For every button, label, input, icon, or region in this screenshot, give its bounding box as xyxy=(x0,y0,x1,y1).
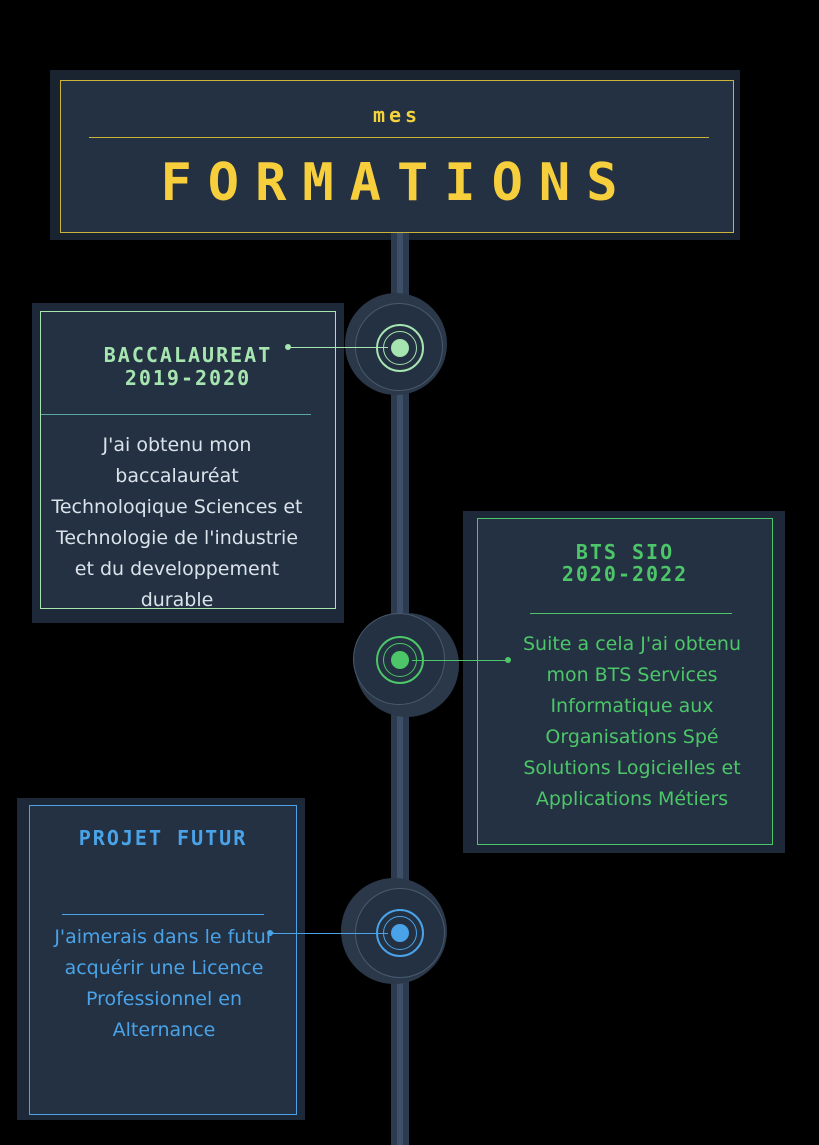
entry-description: J'aimerais dans le futur acquérir une Li… xyxy=(54,926,274,1041)
header-panel: mes FORMATIONS xyxy=(60,80,734,233)
connector-line xyxy=(412,660,508,661)
connector-line xyxy=(270,933,388,934)
entry-description: Suite a cela J'ai obtenu mon BTS Service… xyxy=(522,633,742,810)
entry-title: BTS SIO xyxy=(575,540,675,564)
entry-years: 2019-2020 xyxy=(124,366,252,390)
entry-title: PROJET FUTUR xyxy=(78,826,248,850)
entry-description: J'ai obtenu mon baccalauréat Technoloqiq… xyxy=(51,434,303,611)
timeline-node-dot xyxy=(391,339,409,357)
timeline-node-dot xyxy=(391,924,409,942)
entry-card-projet-futur: PROJET FUTUR J'aimerais dans le futur ac… xyxy=(29,805,297,1115)
timeline-node-dot xyxy=(391,651,409,669)
connector-dot xyxy=(285,344,291,350)
connector-dot xyxy=(505,657,511,663)
entry-divider xyxy=(62,914,264,915)
entry-title: BACCALAUREAT xyxy=(103,343,273,367)
entry-divider xyxy=(41,414,311,415)
timeline-node-inner-ring xyxy=(383,331,417,365)
entry-card-baccalaureat: BACCALAUREAT 2019-2020 J'ai obtenu mon b… xyxy=(40,311,336,611)
entry-card-bts-sio: BTS SIO 2020-2022 Suite a cela J'ai obte… xyxy=(477,518,773,845)
timeline-node-ring xyxy=(376,324,424,372)
header-subtitle: mes xyxy=(372,103,422,127)
connector-dot xyxy=(267,930,273,936)
header-divider xyxy=(89,137,709,138)
connector-line xyxy=(288,347,388,348)
entry-years: 2020-2022 xyxy=(561,562,689,586)
page-title: FORMATIONS xyxy=(160,153,634,213)
entry-divider xyxy=(530,613,732,614)
